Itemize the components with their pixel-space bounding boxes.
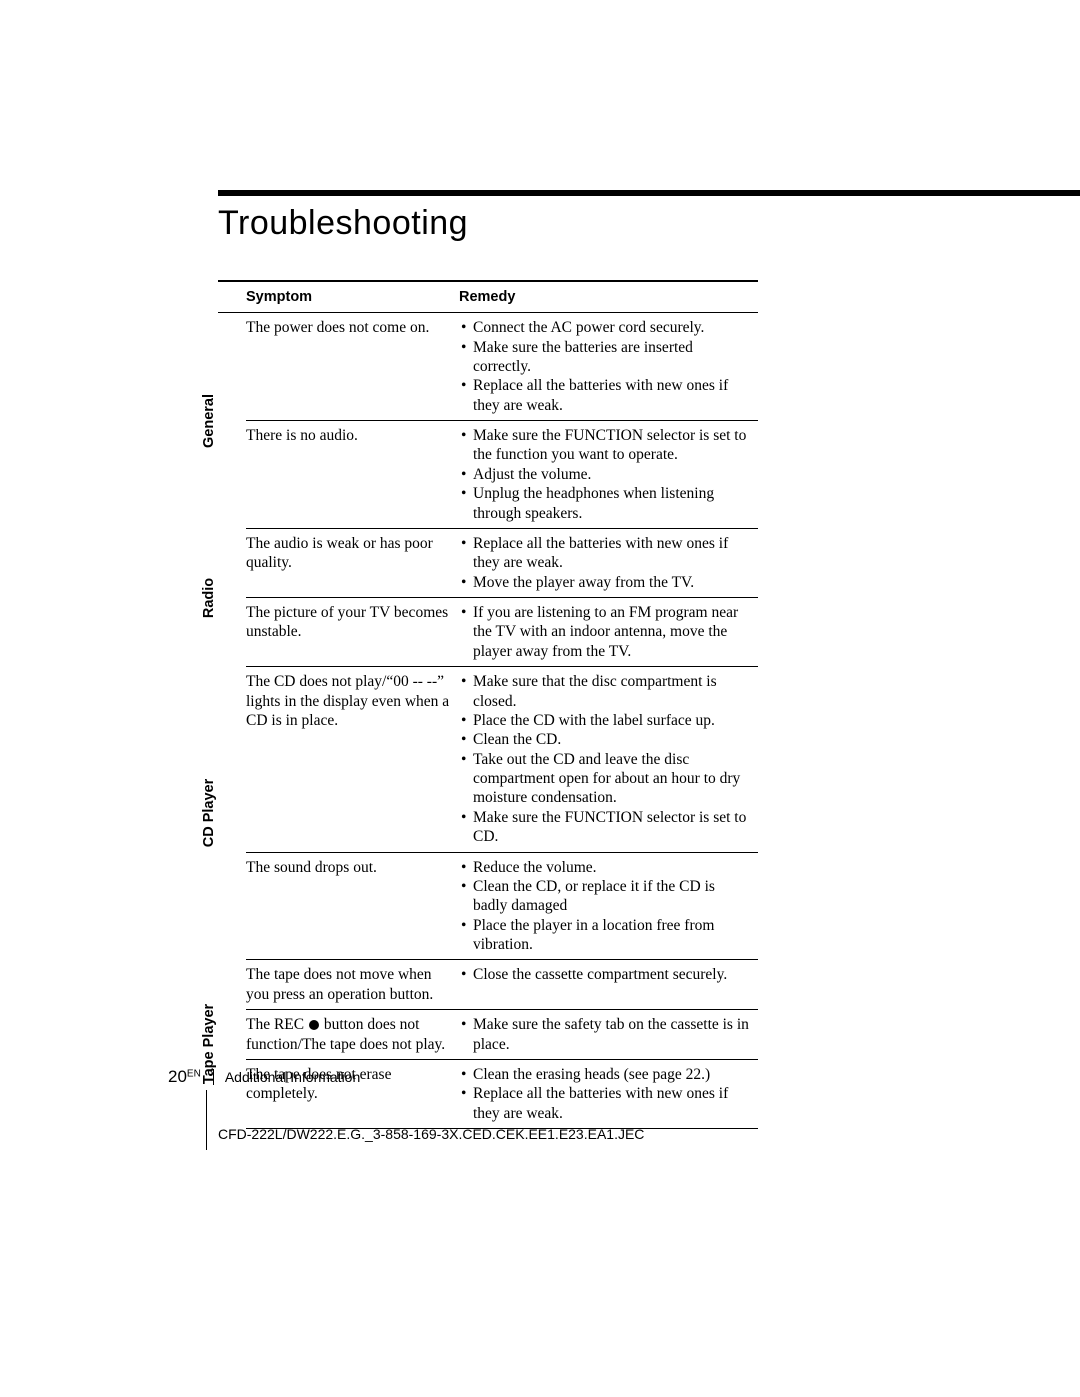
col-header-symptom: Symptom (246, 281, 459, 313)
remedy-item: Reduce the volume. (473, 858, 750, 877)
section-label: CD Player (218, 667, 246, 960)
section-label: Tape Player (218, 960, 246, 1129)
section-label: General (218, 313, 246, 529)
symptom-cell: The sound drops out. (246, 852, 459, 960)
symptom-cell: The power does not come on. (246, 313, 459, 421)
symptom-cell: There is no audio. (246, 421, 459, 529)
col-header-remedy: Remedy (459, 281, 758, 313)
doc-code: CFD-222L/DW222.E.G._3-858-169-3X.CED.CEK… (218, 1126, 644, 1142)
remedy-cell: Make sure the safety tab on the cassette… (459, 1010, 758, 1060)
remedy-item: Connect the AC power cord securely. (473, 318, 750, 337)
remedy-cell: Make sure the FUNCTION selector is set t… (459, 421, 758, 529)
remedy-item: Make sure the FUNCTION selector is set t… (473, 808, 750, 847)
remedy-item: Make sure the FUNCTION selector is set t… (473, 426, 750, 465)
remedy-cell: If you are listening to an FM program ne… (459, 598, 758, 667)
remedy-item: Make sure the batteries are inserted cor… (473, 338, 750, 377)
remedy-item: Make sure that the disc compartment is c… (473, 672, 750, 711)
symptom-cell: The tape does not move when you press an… (246, 960, 459, 1010)
symptom-cell: The REC button does not function/The tap… (246, 1010, 459, 1060)
symptom-cell: The audio is weak or has poor quality. (246, 528, 459, 597)
top-rule (218, 190, 1080, 196)
page-number: 20 (168, 1067, 187, 1086)
remedy-cell: Close the cassette compartment securely. (459, 960, 758, 1010)
remedy-item: Make sure the safety tab on the cassette… (473, 1015, 750, 1054)
remedy-item: Replace all the batteries with new ones … (473, 376, 750, 415)
remedy-item: Place the CD with the label surface up. (473, 711, 750, 730)
remedy-cell: Reduce the volume.Clean the CD, or repla… (459, 852, 758, 960)
remedy-item: Move the player away from the TV. (473, 573, 750, 592)
remedy-item: Place the player in a location free from… (473, 916, 750, 955)
remedy-item: Clean the CD. (473, 730, 750, 749)
remedy-item: Adjust the volume. (473, 465, 750, 484)
remedy-cell: Connect the AC power cord securely.Make … (459, 313, 758, 421)
symptom-cell: The CD does not play/“00 -- --” lights i… (246, 667, 459, 852)
remedy-cell: Make sure that the disc compartment is c… (459, 667, 758, 852)
footer-vline (206, 1090, 207, 1150)
remedy-item: Replace all the batteries with new ones … (473, 534, 750, 573)
remedy-item: Clean the erasing heads (see page 22.) (473, 1065, 750, 1084)
page-footer: 20EN Additional Information (168, 1067, 360, 1087)
remedy-item: Close the cassette compartment securely. (473, 965, 750, 984)
remedy-item: Unplug the headphones when listening thr… (473, 484, 750, 523)
section-label: Radio (218, 528, 246, 666)
remedy-cell: Clean the erasing heads (see page 22.)Re… (459, 1059, 758, 1128)
footer-section: Additional Information (225, 1069, 360, 1085)
remedy-item: If you are listening to an FM program ne… (473, 603, 750, 661)
page-heading: Troubleshooting (218, 204, 468, 243)
remedy-item: Take out the CD and leave the disc compa… (473, 750, 750, 808)
remedy-item: Replace all the batteries with new ones … (473, 1084, 750, 1123)
troubleshooting-table: Symptom Remedy GeneralThe power does not… (218, 280, 758, 1129)
symptom-cell: The picture of your TV becomes unstable. (246, 598, 459, 667)
remedy-cell: Replace all the batteries with new ones … (459, 528, 758, 597)
page-lang: EN (187, 1068, 201, 1079)
remedy-item: Clean the CD, or replace it if the CD is… (473, 877, 750, 916)
